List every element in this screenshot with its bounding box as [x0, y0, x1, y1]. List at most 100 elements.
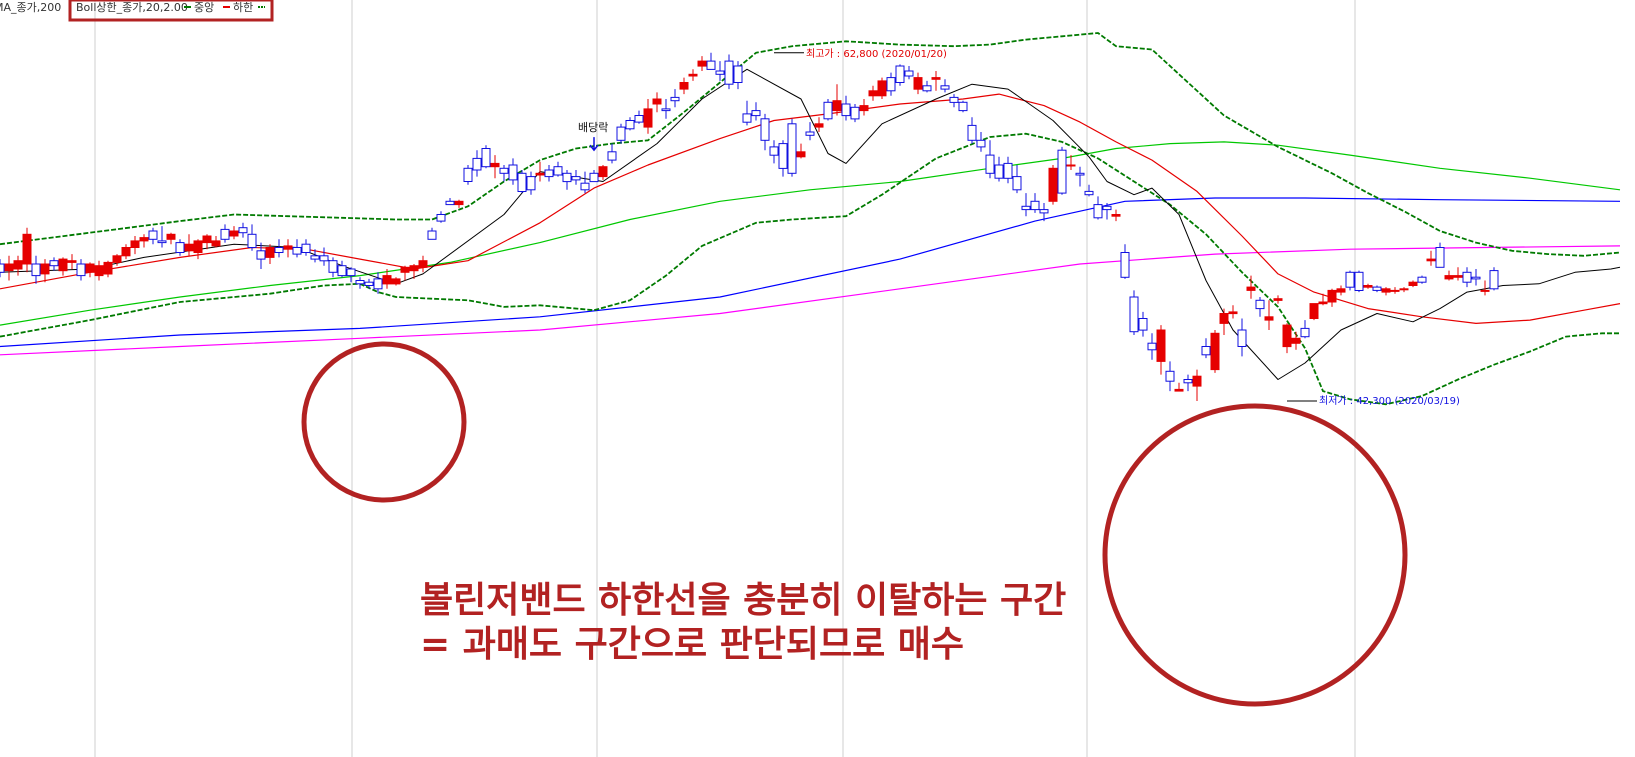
candle-body [1120, 252, 1130, 278]
candle-body [1219, 313, 1229, 324]
high-price-annotation: 최고가 : 62,800 (2020/01/20) [806, 48, 947, 60]
candle-body [1174, 388, 1184, 392]
candle-body [958, 101, 968, 112]
candle-body [49, 260, 59, 267]
candle-body [652, 98, 662, 105]
candle-body [1300, 327, 1310, 338]
candle-body [625, 120, 635, 130]
candle-body [391, 278, 401, 285]
candle-body [1327, 289, 1337, 303]
candle-body [148, 230, 158, 240]
candle-body [976, 139, 986, 148]
candle-body [805, 131, 815, 136]
legend-highlight-box [68, 0, 274, 22]
candle-body [1084, 190, 1094, 196]
candle-body [1075, 172, 1085, 176]
candle-body [355, 280, 365, 285]
candle-body [1192, 375, 1202, 387]
candle-body [337, 265, 347, 277]
candle-body [769, 146, 779, 156]
candle-body [643, 108, 653, 128]
candle-body [562, 172, 572, 183]
candle-body [1462, 271, 1472, 283]
candle-body [1021, 205, 1031, 211]
candle-body [157, 240, 167, 244]
candle-body [292, 247, 302, 255]
candle-body [1156, 329, 1166, 362]
candle-body [742, 113, 752, 123]
candle-body [1255, 299, 1265, 310]
candle-body [823, 101, 833, 120]
candle-body [1363, 285, 1373, 288]
candle-body [31, 263, 41, 277]
candle-body [616, 126, 626, 141]
candle-body [1489, 270, 1499, 290]
candle-body [535, 172, 545, 176]
legend-boll-mid-label: 중앙 [194, 1, 214, 14]
candle-body [589, 172, 599, 183]
candle-body [1417, 276, 1427, 283]
candle-body [1399, 288, 1409, 291]
candle-body [1003, 162, 1013, 179]
candle-body [787, 123, 797, 174]
candle-body [877, 80, 887, 97]
candle-body [1336, 288, 1346, 293]
candle-body [13, 260, 23, 270]
candle-body [778, 143, 788, 169]
legend-boll-low-label: 하한 [233, 0, 253, 14]
candle-body [1147, 342, 1157, 351]
candle-body [400, 266, 410, 273]
candles [0, 52, 1499, 401]
candle-body [796, 151, 806, 158]
candle-body [1183, 379, 1193, 384]
candle-body [1039, 209, 1049, 214]
candle-body [427, 230, 437, 240]
annotations: 최고가 : 62,800 (2020/01/20) 최저가 : 42,300 (… [578, 48, 1460, 407]
candle-body [994, 164, 1004, 179]
candle-body [931, 77, 941, 80]
candle-body [1444, 275, 1454, 280]
legend-boll-label: Boll상한_종가,20,2.00 [76, 1, 188, 14]
candle-body [1291, 337, 1301, 344]
candle-body [1111, 214, 1121, 217]
candle-body [373, 278, 383, 290]
candle-body [724, 60, 734, 85]
candle-body [139, 237, 149, 242]
candle-body [1372, 286, 1382, 291]
candle-body [814, 123, 824, 128]
candle-body [166, 233, 176, 240]
candle-body [184, 243, 194, 252]
candle-body [967, 124, 977, 141]
candle-body [454, 200, 464, 206]
ma120-line [0, 197, 1621, 348]
candle-body [841, 103, 851, 117]
candle-body [1237, 329, 1247, 347]
candle-body [247, 233, 257, 249]
candle-body [121, 247, 131, 257]
candle-body [211, 240, 221, 247]
oversold-circle-right [1102, 403, 1408, 707]
candle-body [229, 230, 239, 237]
bollinger-upper-line [0, 32, 1621, 257]
candle-body [733, 65, 743, 83]
candle-body [508, 164, 518, 181]
candle-body [670, 96, 680, 102]
candle-body [571, 176, 581, 181]
candle-body [4, 263, 14, 272]
candle-body [1309, 303, 1319, 320]
candle-body [526, 176, 536, 191]
candle-body [409, 265, 419, 272]
candle-body [1201, 346, 1211, 356]
candle-body [697, 60, 707, 67]
candle-body [1210, 332, 1220, 371]
candle-body [364, 281, 374, 287]
candle-body [1066, 164, 1076, 167]
candle-body [481, 148, 491, 168]
candle-body [445, 200, 455, 206]
candle-body [1318, 301, 1328, 305]
candle-body [886, 77, 896, 92]
candle-body [1426, 258, 1436, 262]
ma200-line [0, 245, 1621, 356]
legend: MA_종가,200 Boll상한_종가,20,2.00 중앙 하한 [0, 0, 274, 22]
